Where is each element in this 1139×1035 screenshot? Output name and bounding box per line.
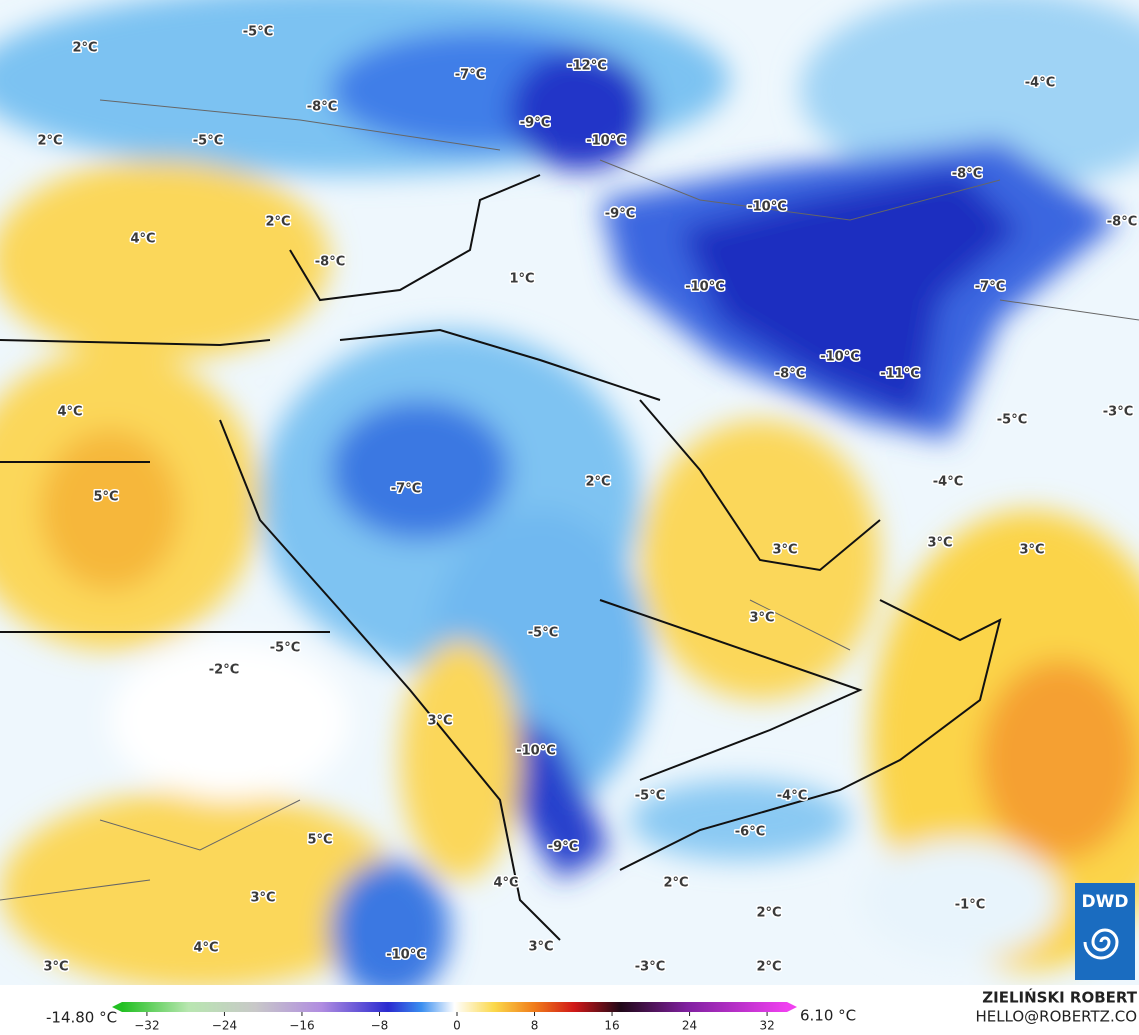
temperature-label: -9°C xyxy=(548,840,578,855)
temperature-label: -4°C xyxy=(777,789,807,804)
temperature-label: 4°C xyxy=(193,941,218,956)
temperature-label: 5°C xyxy=(93,490,118,505)
colorbar-tick-label: −16 xyxy=(289,1019,314,1033)
temperature-label: 2°C xyxy=(663,876,688,891)
colorbar-tick-label: 24 xyxy=(682,1019,697,1033)
temperature-label: 2°C xyxy=(756,960,781,975)
temperature-label: 4°C xyxy=(57,405,82,420)
temperature-label: -9°C xyxy=(520,116,550,131)
temperature-label: -8°C xyxy=(1107,215,1137,230)
temperature-label: -5°C xyxy=(193,134,223,149)
temperature-label: -3°C xyxy=(1103,405,1133,420)
temperature-label: -12°C xyxy=(567,59,607,74)
temperature-label: -5°C xyxy=(270,641,300,656)
colorbar-tick-label: −32 xyxy=(134,1019,159,1033)
temperature-label: 4°C xyxy=(493,876,518,891)
temperature-label: 3°C xyxy=(927,536,952,551)
temperature-labels: 2°C -5°C -7°C -12°C -8°C -9°C -5°C -10°C -4°C 2°C… xyxy=(36,23,1139,976)
temperature-label: -4°C xyxy=(1025,76,1055,91)
temperature-label: 2°C xyxy=(37,134,62,149)
colorbar-ticks: −32 −24 −16 −8 0 8 16 24 32 xyxy=(134,1012,775,1033)
temperature-label: -6°C xyxy=(735,825,765,840)
temperature-label: 3°C xyxy=(749,611,774,626)
temperature-label: 3°C xyxy=(528,940,553,955)
temperature-label: -5°C xyxy=(997,413,1027,428)
temperature-label: 3°C xyxy=(43,960,68,975)
temperature-label: -7°C xyxy=(975,280,1005,295)
colorbar-tick-label: 16 xyxy=(604,1019,619,1033)
temperature-label: -2°C xyxy=(209,663,239,678)
colorbar-max-arrow xyxy=(787,1002,797,1012)
temperature-label: 5°C xyxy=(307,833,332,848)
temperature-label: -10°C xyxy=(747,200,787,215)
temperature-label: 3°C xyxy=(250,891,275,906)
colorbar-tick-label: −8 xyxy=(371,1019,389,1033)
temperature-label: -5°C xyxy=(635,789,665,804)
temperature-label: -10°C xyxy=(586,134,626,149)
temperature-label: -8°C xyxy=(775,367,805,382)
temperature-label: 2°C xyxy=(756,906,781,921)
colorbar-tick-label: 32 xyxy=(759,1019,774,1033)
temperature-label: -1°C xyxy=(955,898,985,913)
temperature-field xyxy=(0,0,1139,985)
temperature-label: 4°C xyxy=(130,232,155,247)
logo-text: DWD xyxy=(1082,892,1129,912)
colorbar xyxy=(122,1002,787,1012)
temperature-label: -8°C xyxy=(952,167,982,182)
temperature-label: 2°C xyxy=(265,215,290,230)
temperature-label: 2°C xyxy=(585,475,610,490)
temperature-label: -11°C xyxy=(880,367,920,382)
temperature-label: 3°C xyxy=(772,543,797,558)
temperature-label: -3°C xyxy=(635,960,665,975)
temperature-label: 2°C xyxy=(72,41,97,56)
temperature-label: -7°C xyxy=(455,68,485,83)
colorbar-tick-label: 8 xyxy=(531,1019,539,1033)
temperature-label: -8°C xyxy=(307,100,337,115)
temperature-label: -10°C xyxy=(685,280,725,295)
temperature-label: -7°C xyxy=(391,482,421,497)
temperature-label: 3°C xyxy=(427,714,452,729)
logo-spiral xyxy=(1083,928,1119,960)
colorbar-min-arrow xyxy=(112,1002,122,1012)
colorbar-tick-label: −24 xyxy=(212,1019,237,1033)
temperature-label: 1°C xyxy=(509,272,534,287)
temperature-label: 3°C xyxy=(1019,543,1044,558)
colorbar-tick-label: 0 xyxy=(453,1019,461,1033)
temperature-label: -9°C xyxy=(605,207,635,222)
colorbar-max-label: 6.10 °C xyxy=(800,1007,856,1025)
temperature-label: -10°C xyxy=(820,350,860,365)
dwd-logo: DWD xyxy=(1075,883,1135,980)
email: HELLO@ROBERTZ.CO xyxy=(975,1008,1137,1026)
author: ZIELIŃSKI ROBERT xyxy=(982,988,1137,1007)
temperature-label: -10°C xyxy=(516,744,556,759)
temperature-label: -4°C xyxy=(933,475,963,490)
colorbar-min-label: -14.80 °C xyxy=(46,1009,117,1027)
temperature-label: -10°C xyxy=(386,948,426,963)
temperature-label: -8°C xyxy=(315,255,345,270)
temperature-label: -5°C xyxy=(243,25,273,40)
temperature-label: -5°C xyxy=(528,626,558,641)
